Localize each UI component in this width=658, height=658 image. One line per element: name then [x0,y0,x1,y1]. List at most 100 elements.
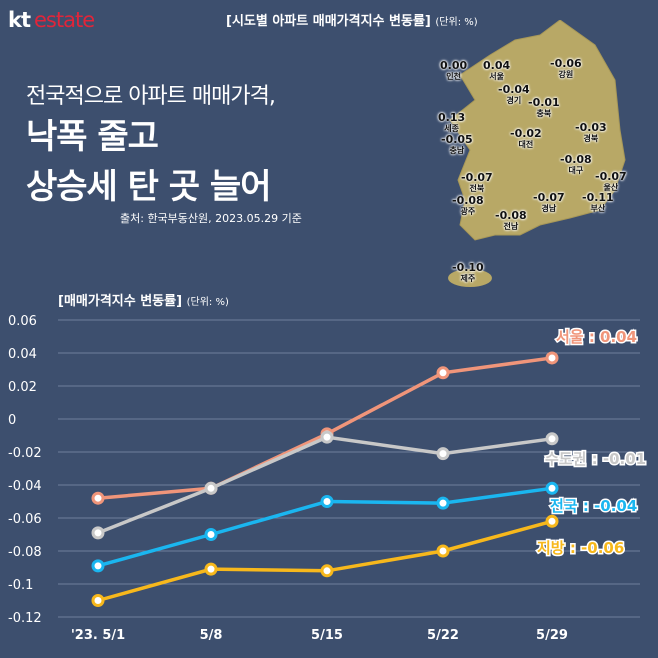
data-point [545,514,559,528]
data-point [545,432,559,446]
data-point [320,430,334,444]
region-name: 강원 [558,70,574,79]
region-value: -0.03 [575,121,607,134]
series-label: 전국 : -0.04 [550,497,637,515]
region-label: 0.13 세종 [438,112,465,134]
y-tick-label: -0.02 [8,446,42,461]
region-value: -0.11 [582,191,614,204]
region-label: -0.07 울산 [595,171,627,193]
region-name: 울산 [603,183,619,192]
region-name: 대구 [568,166,584,175]
region-label: -0.03 경북 [575,122,607,144]
headline-line2: 낙폭 줄고 [26,117,159,157]
region-value: -0.07 [461,171,493,184]
map-title-text: [시도별 아파트 매매가격지수 변동률] [226,14,431,29]
region-name: 경북 [583,134,599,143]
korea-map [448,20,626,287]
region-label: -0.08 대구 [560,154,592,176]
data-point [91,559,105,573]
region-label: -0.02 대전 [510,128,542,150]
region-name: 대전 [518,140,534,149]
region-value: -0.10 [452,261,484,274]
region-label: -0.04 경기 [498,84,530,106]
mainland-shape [449,20,626,241]
data-point [545,351,559,365]
region-label: -0.05 충남 [441,134,473,156]
headline-line1: 전국적으로 아파트 매매가격, [26,84,276,109]
series-label: 수도권 : -0.01 [545,450,646,468]
region-name: 충남 [449,146,465,155]
region-value: -0.05 [441,133,473,146]
y-tick-label: 0.06 [8,314,37,329]
x-tick-label: '23. 5/1 [71,628,125,643]
data-point [91,594,105,607]
x-tick-label: 5/29 [536,628,568,643]
region-name: 서울 [489,72,504,81]
region-name: 제주 [460,274,476,283]
data-point [436,544,450,558]
x-tick-label: 5/8 [200,628,223,643]
region-label: -0.08 전남 [495,210,527,232]
region-value: 0.00 [440,59,468,72]
chart-title-text: [매매가격지수 변동률] [58,294,183,309]
region-name: 충북 [536,109,552,118]
region-value: -0.08 [452,194,484,207]
kt-estate-logo: kt estate [8,8,95,32]
x-tick-label: 5/22 [427,628,459,643]
region-label: -0.07 경남 [533,192,565,214]
data-point [320,495,334,508]
region-value: -0.02 [510,127,542,140]
line-chart: 0.06 0.04 0.02 0 -0.02 -0.04 -0.06 -0.08 -0.1 -0.… [8,314,648,643]
region-name: 광주 [460,207,476,216]
region-name: 전북 [469,184,485,193]
data-point [91,491,105,505]
data-point [436,447,450,461]
region-label: -0.08 광주 [452,195,484,217]
series-label: 지방 : -0.06 [537,539,624,557]
data-point [436,366,450,380]
logo-estate: estate [34,8,95,32]
y-tick-label: 0 [8,413,16,428]
map-unit: (단위: %) [435,17,478,28]
region-label: 0.04 서울 [483,60,510,82]
jeju-shape [448,269,492,287]
series-line-지방 [97,519,553,603]
data-point [545,481,559,495]
region-label: -0.07 전북 [461,172,493,194]
region-name: 부산 [590,204,606,213]
region-label: -0.11 부산 [582,192,614,214]
y-tick-label: -0.04 [8,479,42,494]
data-point [204,481,218,495]
region-name: 세종 [444,124,459,133]
region-label: -0.10 제주 [452,262,484,284]
region-value: -0.06 [550,57,582,70]
source-text: 출처: 한국부동산원, 2023.05.29 기준 [120,212,302,225]
y-tick-label: -0.12 [8,611,42,626]
region-label: 0.00 인천 [440,60,467,82]
region-value: -0.01 [528,96,560,109]
y-tick-label: 0.04 [8,347,37,362]
region-value: -0.08 [495,209,527,222]
series-label: 서울 : 0.04 [556,328,637,346]
chart-unit: (단위: %) [186,297,229,308]
region-value: 0.13 [438,111,466,124]
region-value: -0.08 [560,153,592,166]
x-tick-label: 5/15 [311,628,343,643]
region-value: 0.04 [483,59,511,72]
region-name: 전남 [503,222,519,231]
region-label: -0.01 충북 [528,97,560,119]
data-point [91,526,105,540]
region-name: 인천 [446,72,461,81]
data-point [204,562,218,576]
y-tick-label: -0.1 [8,578,33,593]
region-value: -0.07 [595,170,627,183]
data-point [436,496,450,510]
region-value: -0.04 [498,83,530,96]
logo-kt: kt [8,8,31,32]
region-name: 경남 [541,204,557,213]
headline-line3: 상승세 탄 곳 늘어 [26,167,271,207]
y-tick-label: -0.08 [8,545,42,560]
y-tick-label: -0.06 [8,512,42,527]
